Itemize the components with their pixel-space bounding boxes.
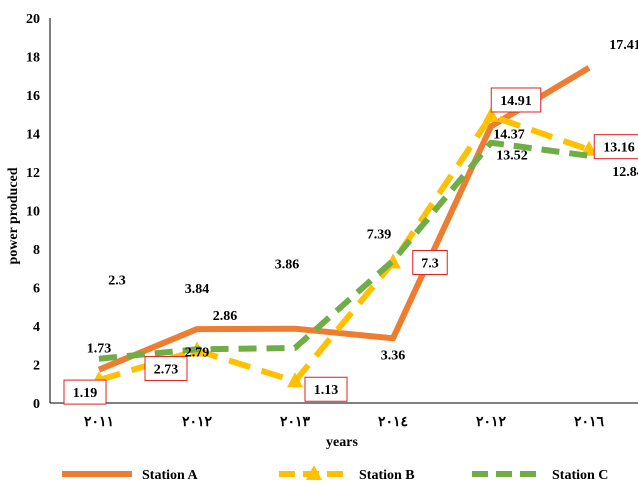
- y-tick-label: 10: [26, 205, 40, 220]
- data-label: 7.3: [421, 256, 439, 271]
- legend-label-2: Station B: [359, 468, 415, 483]
- data-label: 12.84: [612, 165, 638, 180]
- axes: [49, 18, 638, 404]
- data-label-box: [304, 376, 348, 402]
- x-tick-label: ٢٠١٦: [574, 415, 605, 430]
- x-tick-label: ٢٠١٣: [280, 415, 311, 430]
- data-label: 2.79: [185, 345, 210, 360]
- y-tick-label: 0: [33, 397, 40, 412]
- series-marker-triangle: [483, 106, 499, 122]
- data-label: 13.16: [603, 141, 635, 156]
- data-labels: 1.73 3.84 3.86 3.36 14.37 17.41 1.19 2.73 1.13 7.…: [63, 38, 638, 405]
- legend-label-3: Station C: [552, 468, 608, 483]
- y-tick-label: 14: [26, 128, 40, 143]
- series-line-3: [98, 139, 590, 362]
- x-axis-title: years: [326, 435, 358, 450]
- data-label-box: [412, 249, 448, 275]
- data-label: 1.73: [87, 342, 112, 357]
- data-label: 2.73: [154, 362, 179, 377]
- legend: Station A Station B Station C: [62, 465, 608, 483]
- y-axis-title: power produced: [6, 167, 21, 264]
- y-tick-label: 2: [33, 359, 40, 374]
- series-marker-triangle: [287, 372, 303, 388]
- x-tick-label: ٢٠١٢: [476, 415, 507, 430]
- data-label-box: [63, 379, 107, 405]
- y-tick-label: 16: [26, 89, 40, 104]
- y-tick-label: 4: [33, 320, 40, 335]
- data-label-box: [490, 87, 542, 113]
- data-label: 3.86: [275, 258, 300, 273]
- data-label: 3.84: [185, 282, 210, 297]
- data-label: 1.19: [73, 386, 98, 401]
- data-label: 1.13: [314, 383, 339, 398]
- y-tick-label: 8: [33, 243, 40, 258]
- legend-marker-triangle: [306, 465, 322, 480]
- y-tick-label: 18: [26, 51, 40, 66]
- legend-label-1: Station A: [142, 468, 199, 483]
- y-tick-label: 12: [26, 166, 40, 181]
- data-label-box: [593, 134, 638, 160]
- data-label: 14.91: [500, 94, 532, 109]
- data-label: 17.41: [609, 38, 638, 53]
- data-label: 13.52: [496, 149, 528, 164]
- x-tick-label: ٢٠١٢: [182, 415, 213, 430]
- data-label: 14.37: [493, 127, 525, 142]
- data-label: 2.86: [213, 309, 238, 324]
- series-marker-triangle: [581, 140, 597, 156]
- y-tick-label: 20: [26, 12, 40, 27]
- data-label: 3.36: [381, 348, 406, 363]
- x-tick-label: ٢٠١١: [84, 415, 114, 430]
- series-line-2: [98, 112, 590, 385]
- data-label: 7.39: [367, 228, 392, 243]
- data-label: 2.3: [108, 274, 126, 289]
- series-line-1: [97, 65, 591, 373]
- data-label-box: [144, 355, 188, 381]
- y-tick-label: 6: [33, 282, 40, 297]
- series-lines: [91, 65, 597, 388]
- x-tick-label: ٢٠١٤: [378, 415, 408, 430]
- tick-labels: 0 2 4 6 8 10 12 14 16 18 20 ٢٠١١ ٢٠١٢ ٢٠١٣ ٢٠١٤ ٢٠١٢ ٢٠١…: [26, 12, 605, 430]
